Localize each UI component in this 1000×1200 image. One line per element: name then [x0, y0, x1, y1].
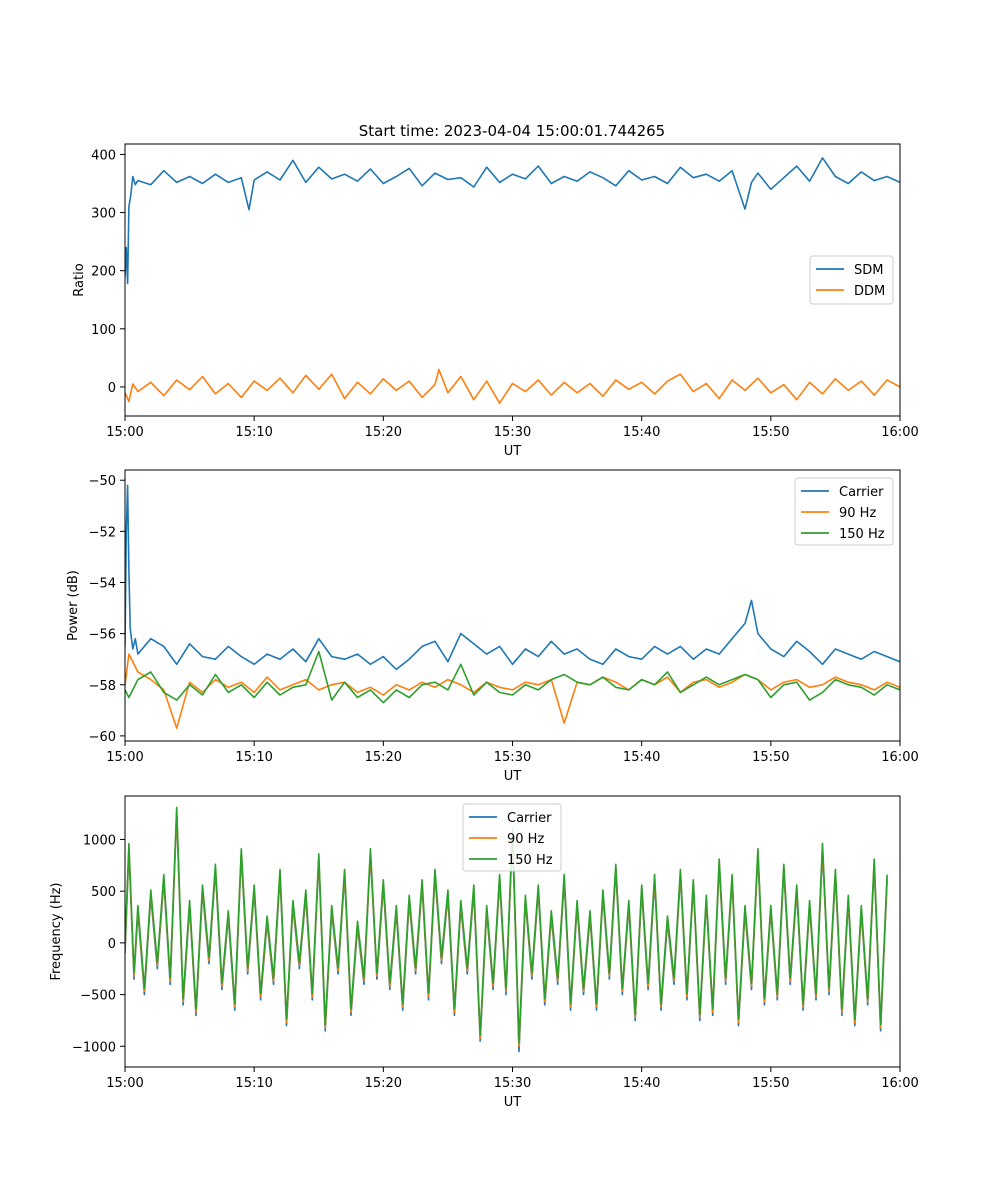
frequency-y-tick-label: −1000	[72, 1040, 116, 1055]
power-y-tick-label: −50	[89, 474, 116, 489]
frequency-y-tick-label: 500	[91, 885, 116, 900]
ratio-y-tick-label: 0	[108, 381, 116, 396]
power-x-tick-label: 15:50	[752, 750, 789, 765]
frequency-legend-label-1: 90 Hz	[507, 832, 544, 847]
frequency-series-group	[125, 806, 888, 1053]
power-x-tick-label: 15:20	[365, 750, 402, 765]
ratio-x-tick-label: 15:00	[106, 425, 143, 440]
ratio-legend-label-1: DDM	[854, 284, 885, 299]
ratio-x-tick-label: 15:40	[623, 425, 660, 440]
power-legend: Carrier 90 Hz 150 Hz	[794, 477, 894, 546]
power-y-tick-label: −58	[89, 679, 116, 694]
power-x-tick-label: 15:40	[623, 750, 660, 765]
frequency-legend-label-0: Carrier	[507, 811, 552, 826]
frequency-y-tick-label: 0	[108, 937, 116, 952]
frequency-x-tick-label: 15:30	[494, 1076, 531, 1091]
frequency-x-tick-label: 15:10	[235, 1076, 272, 1091]
frequency-y-axis-label: Frequency (Hz)	[49, 882, 64, 980]
ratio-x-axis-label: UT	[504, 444, 522, 459]
frequency-y-tick-label: −500	[80, 989, 116, 1004]
ratio-x-tick-label: 15:20	[365, 425, 402, 440]
power-y-tick-label: −54	[89, 576, 116, 591]
figure-title: Start time: 2023-04-04 15:00:01.744265	[359, 122, 665, 140]
power-series-line-2	[125, 650, 900, 704]
power-series-group	[125, 484, 900, 730]
power-x-tick-label: 15:00	[106, 750, 143, 765]
frequency-x-tick-label: 15:00	[106, 1076, 143, 1091]
power-panel: 15:00 15:10 15:20 15:30 15:40 15:50 16:00 −50 −5…	[66, 469, 919, 784]
frequency-panel: 15:00 15:10 15:20 15:30 15:40 15:50 16:00 1000 5…	[49, 795, 919, 1110]
frequency-legend-box	[462, 803, 562, 872]
power-series-line-1	[125, 653, 900, 730]
frequency-x-tick-label: 15:50	[752, 1076, 789, 1091]
frequency-legend: Carrier 90 Hz 150 Hz	[462, 803, 562, 872]
ratio-series-line-0	[125, 157, 900, 285]
ratio-panel: 15:00 15:10 15:20 15:30 15:40 15:50 16:00 400 30…	[72, 143, 919, 459]
ratio-y-tick-label: 300	[91, 207, 116, 222]
power-x-tick-label: 15:30	[494, 750, 531, 765]
ratio-series-group	[125, 157, 900, 405]
frequency-legend-label-2: 150 Hz	[507, 853, 553, 868]
ratio-y-axis-label: Ratio	[72, 263, 87, 296]
power-y-tick-label: −56	[89, 628, 116, 643]
power-axes-frame	[124, 469, 901, 742]
power-y-tick-label: −52	[89, 525, 116, 540]
frequency-x-tick-label: 16:00	[881, 1076, 918, 1091]
ratio-axes-frame	[124, 143, 901, 417]
power-x-axis-label: UT	[504, 769, 522, 784]
ratio-legend-box	[809, 255, 894, 305]
ratio-x-tick-label: 15:30	[494, 425, 531, 440]
frequency-y-tick-label: 1000	[83, 833, 116, 848]
power-series-line-0	[125, 484, 900, 671]
ratio-legend: SDM DDM	[809, 255, 894, 305]
frequency-x-tick-label: 15:40	[623, 1076, 660, 1091]
ratio-x-tick-label: 15:10	[235, 425, 272, 440]
power-y-axis-label: Power (dB)	[66, 570, 81, 641]
power-x-tick-label: 15:10	[235, 750, 272, 765]
power-y-tick-label: −60	[89, 730, 116, 745]
ratio-y-tick-label: 100	[91, 323, 116, 338]
power-legend-label-0: Carrier	[839, 485, 884, 500]
ratio-x-tick-label: 16:00	[881, 425, 918, 440]
power-legend-label-2: 150 Hz	[839, 527, 885, 542]
ratio-series-line-1	[125, 368, 900, 405]
ratio-x-tick-label: 15:50	[752, 425, 789, 440]
ratio-legend-label-0: SDM	[854, 263, 883, 278]
ratio-y-tick-label: 200	[91, 265, 116, 280]
frequency-x-tick-label: 15:20	[365, 1076, 402, 1091]
power-x-tick-label: 16:00	[881, 750, 918, 765]
frequency-series-line-2	[125, 806, 888, 1043]
power-legend-label-1: 90 Hz	[839, 506, 876, 521]
frequency-x-axis-label: UT	[504, 1095, 522, 1110]
ratio-y-tick-label: 400	[91, 148, 116, 163]
power-legend-box	[794, 477, 894, 546]
